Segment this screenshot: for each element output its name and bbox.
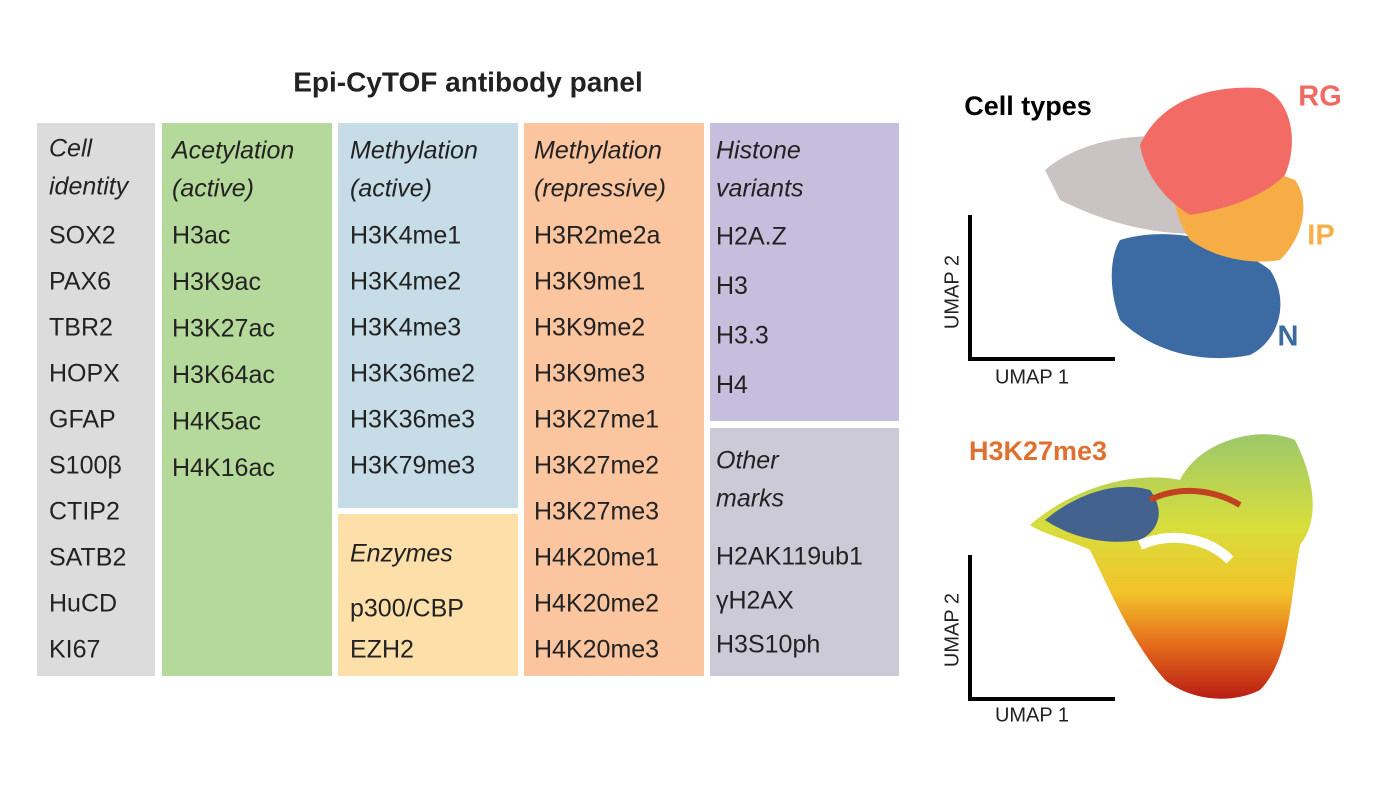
antibody: H2AK119ub1 [716,543,863,571]
umap-title: H3K27me3 [969,436,1107,466]
group-heading: Histone [716,137,801,165]
antibody: H3K27me1 [534,406,659,434]
antibody: H3K4me3 [350,314,461,342]
antibody: H4K16ac [172,454,275,482]
axis-label: UMAP 2 [941,255,963,329]
antibody-panel: Cell identity SOX2 PAX6 TBR2 HOPX GFAP S100β CTI… [37,123,899,676]
antibody: HOPX [49,360,120,388]
antibody: H3R2me2a [534,222,661,250]
antibody: H3K79me3 [350,452,475,480]
group-box [710,428,899,676]
cluster-label: IP [1307,220,1334,252]
antibody: SOX2 [49,222,116,250]
antibody: S100β [49,452,122,480]
antibody: H3ac [172,222,230,250]
antibody: H3K27me3 [534,498,659,526]
antibody: PAX6 [49,268,111,296]
group-heading: Acetylation [170,137,294,165]
antibody: H3K27me2 [534,452,659,480]
group-heading: variants [716,175,804,203]
antibody: KI67 [49,636,100,664]
antibody: HuCD [49,590,117,618]
antibody: H3 [716,272,748,300]
antibody: H2A.Z [716,223,787,251]
axis-label: UMAP 1 [995,366,1069,388]
panel-title: Epi-CyTOF antibody panel [293,66,643,97]
antibody: H3K64ac [172,361,275,389]
group-heading: marks [716,485,784,513]
antibody: H4K20me2 [534,590,659,618]
umap-cell-types [1045,87,1304,359]
antibody: H3.3 [716,322,769,350]
group-heading: (active) [350,175,432,203]
antibody: γH2AX [716,587,794,615]
umap-h3k27me3 [1030,434,1313,699]
group-heading: Methylation [350,137,478,165]
cluster-label: RG [1298,81,1342,113]
group-box [338,514,518,676]
group-heading: Methylation [534,137,662,165]
antibody: H3K27ac [172,315,275,343]
group-box [524,123,704,676]
antibody: H4K20me3 [534,636,659,664]
umap-title: Cell types [964,91,1092,121]
group-box [37,123,155,676]
antibody: SATB2 [49,544,126,572]
group-heading: Enzymes [350,540,453,568]
antibody: H4K20me1 [534,544,659,572]
group-heading: (repressive) [534,175,666,203]
antibody: GFAP [49,406,116,434]
antibody: H3S10ph [716,631,820,659]
antibody: H3K4me1 [350,222,461,250]
group-heading: Other [716,447,780,475]
group-heading: identity [49,173,130,201]
antibody: H3K9me1 [534,268,645,296]
cluster-label: N [1278,321,1299,353]
antibody: TBR2 [49,314,113,342]
axis-label: UMAP 1 [995,704,1069,726]
group-box [338,123,518,508]
antibody: H3K9me2 [534,314,645,342]
group-box [162,123,332,676]
antibody: H4 [716,371,748,399]
antibody: H3K36me2 [350,360,475,388]
umap-axes [968,215,1115,701]
antibody: CTIP2 [49,498,120,526]
group-heading: Cell [49,135,94,163]
antibody: H3K36me3 [350,406,475,434]
axis-label: UMAP 2 [941,593,963,667]
antibody: H3K9ac [172,268,261,296]
antibody: p300/CBP [350,595,464,623]
antibody: H3K4me2 [350,268,461,296]
group-heading: (active) [172,175,254,203]
group-box [710,123,899,421]
antibody: H4K5ac [172,408,261,436]
antibody: EZH2 [350,636,414,664]
antibody: H3K9me3 [534,360,645,388]
